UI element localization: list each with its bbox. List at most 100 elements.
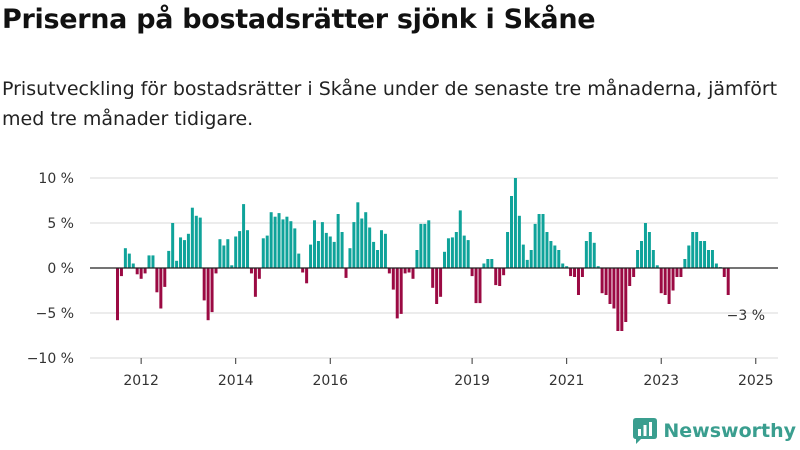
- bar: [640, 241, 644, 268]
- bar: [387, 268, 391, 274]
- bar: [230, 265, 234, 268]
- bar: [285, 216, 289, 268]
- bar: [703, 241, 707, 268]
- y-tick-label: 0 %: [47, 261, 74, 277]
- bar: [210, 268, 214, 313]
- bar: [655, 265, 659, 268]
- bar-chart: 10 % 5 % 0 % −5 % −10 % 2012 2014 2016 2019 2021…: [27, 171, 778, 389]
- bar: [391, 268, 395, 290]
- bar: [143, 268, 147, 274]
- bar: [163, 268, 167, 287]
- bar: [202, 268, 206, 301]
- y-tick-label: −5 %: [36, 306, 74, 322]
- bar: [431, 268, 435, 288]
- bar: [419, 223, 423, 268]
- bar: [234, 236, 238, 268]
- gridlines: [90, 177, 778, 359]
- bar: [549, 241, 553, 268]
- bar: [474, 268, 478, 304]
- bar: [714, 263, 718, 268]
- bar: [379, 230, 383, 268]
- bar: [624, 268, 628, 322]
- bar: [116, 268, 119, 321]
- bar: [675, 268, 679, 277]
- bar: [462, 235, 466, 268]
- bar: [328, 236, 332, 268]
- bar: [194, 215, 198, 268]
- bar: [537, 214, 541, 268]
- bar: [395, 268, 399, 319]
- bar: [663, 268, 667, 295]
- bar: [482, 263, 486, 268]
- bar: [368, 227, 372, 268]
- bar: [238, 231, 242, 268]
- bar: [289, 221, 293, 268]
- bar: [324, 232, 328, 268]
- bar: [301, 268, 305, 273]
- bar: [541, 214, 545, 268]
- bar: [608, 268, 612, 304]
- bar: [588, 232, 592, 268]
- x-tick-label: 2023: [643, 373, 679, 389]
- brand-logo: Newsworthy: [633, 418, 796, 444]
- bar: [253, 268, 257, 297]
- bar: [490, 259, 494, 268]
- bar: [399, 268, 403, 314]
- bar: [293, 228, 297, 268]
- bar: [502, 268, 506, 276]
- bar: [214, 268, 218, 274]
- bar: [423, 223, 427, 268]
- bar: [356, 202, 360, 268]
- bar: [269, 212, 273, 268]
- bar: [458, 210, 462, 268]
- bar: [427, 220, 431, 268]
- bar: [376, 250, 380, 268]
- bar: [616, 268, 620, 331]
- bar: [127, 253, 131, 268]
- bar: [671, 268, 675, 291]
- bars: [116, 178, 730, 331]
- bar: [261, 238, 265, 268]
- bar: [403, 268, 407, 274]
- bar: [159, 268, 163, 309]
- bar: [344, 268, 348, 278]
- bar: [647, 232, 651, 268]
- bar: [466, 240, 470, 268]
- bar: [707, 250, 710, 268]
- x-tick-label: 2016: [312, 373, 348, 389]
- bar: [525, 259, 529, 268]
- bar: [297, 253, 301, 268]
- bar: [320, 222, 324, 268]
- bar: [604, 268, 608, 295]
- bar: [513, 178, 517, 268]
- y-tick-label: 5 %: [47, 216, 74, 232]
- bar: [699, 241, 703, 268]
- bar: [628, 268, 632, 286]
- y-tick-label: 10 %: [38, 171, 74, 187]
- bar: [510, 196, 513, 268]
- bar: [576, 268, 580, 295]
- bar: [596, 266, 600, 268]
- bar: [206, 268, 210, 321]
- bar: [182, 240, 186, 268]
- x-axis-ticks: 2012 2014 2016 2019 2021 2023 2025: [123, 358, 774, 389]
- bar: [313, 220, 316, 268]
- bar: [131, 263, 135, 268]
- bar: [486, 259, 490, 268]
- bar: [478, 268, 482, 304]
- bar: [561, 263, 565, 268]
- bar: [411, 268, 415, 279]
- bar: [316, 241, 320, 268]
- bar: [360, 218, 364, 268]
- y-axis-ticks: 10 % 5 % 0 % −5 % −10 %: [27, 171, 74, 367]
- y-tick-label: −10 %: [27, 351, 74, 367]
- bar: [439, 268, 443, 297]
- bar: [348, 248, 352, 268]
- bar: [352, 222, 356, 268]
- bar: [529, 250, 533, 268]
- bar: [198, 217, 202, 268]
- bar: [249, 268, 253, 274]
- bar: [710, 250, 714, 268]
- bar: [407, 268, 411, 273]
- x-tick-label: 2025: [738, 373, 774, 389]
